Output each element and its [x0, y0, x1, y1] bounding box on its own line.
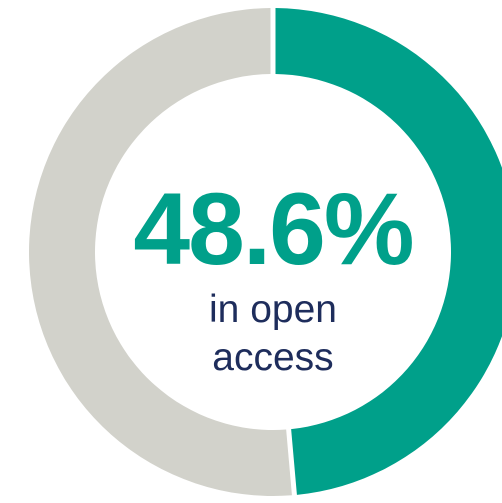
caption-line-2: access: [212, 336, 334, 379]
donut-slices: [28, 8, 502, 497]
donut-slice-open-access: [275, 8, 502, 495]
caption-line-1: in open: [209, 288, 337, 331]
donut-slice-other: [28, 8, 292, 497]
open-access-percentage: 48.6%: [133, 172, 414, 286]
